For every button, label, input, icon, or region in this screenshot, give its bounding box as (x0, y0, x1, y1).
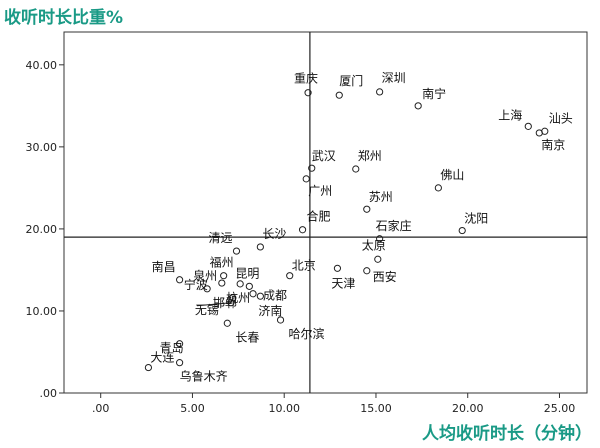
point-label: 乌鲁木齐 (180, 369, 228, 384)
data-point (229, 294, 237, 302)
data-point (363, 267, 371, 275)
data-point (535, 129, 543, 137)
point-label: 合肥 (307, 209, 331, 224)
data-point (232, 247, 241, 255)
data-point (524, 122, 532, 130)
data-point (286, 272, 294, 280)
point-label: 石家庄 (376, 218, 412, 233)
x-tick-label: 5.00 (180, 402, 205, 415)
y-tick-label: 10.00 (26, 305, 58, 318)
point-label: 清远 (208, 231, 232, 245)
point-label: 重庆 (294, 72, 318, 86)
y-tick-label: 40.00 (26, 59, 58, 72)
point-label: 成都 (263, 289, 287, 303)
data-point (374, 255, 382, 263)
data-point (176, 276, 184, 284)
point-label: 郑州 (358, 148, 382, 163)
point-label: 天津 (331, 276, 355, 290)
point-label: 深圳 (382, 71, 406, 85)
point-label: 沈阳 (464, 211, 488, 226)
y-tick-label: 30.00 (26, 141, 58, 154)
y-tick-label: .00 (40, 387, 58, 400)
x-tick-label: .00 (92, 402, 110, 415)
point-label: 太原 (362, 237, 386, 252)
y-tick-label: 20.00 (26, 223, 58, 236)
data-point (144, 363, 153, 372)
data-point (363, 205, 371, 213)
data-point (218, 279, 226, 287)
data-point (333, 264, 342, 272)
data-point (376, 88, 384, 96)
data-point (245, 282, 253, 290)
data-point (249, 290, 257, 298)
point-label: 苏州 (369, 190, 393, 204)
point-label: 南宁 (422, 86, 446, 101)
point-label: 西安 (373, 269, 397, 284)
point-label: 邯郸 (213, 295, 237, 310)
data-point (236, 280, 244, 288)
x-tick-label: 25.00 (544, 402, 576, 415)
data-point (434, 184, 442, 192)
data-point (304, 89, 312, 97)
point-label: 长春 (235, 330, 259, 344)
leader-line (196, 302, 232, 307)
point-label: 宁波 (184, 277, 208, 292)
point-label: 无锡 (195, 302, 219, 317)
data-point (352, 165, 360, 173)
data-point (203, 285, 211, 293)
point-label: 青岛 (160, 340, 184, 355)
point-label: 汕头 (549, 111, 573, 125)
data-point (414, 102, 422, 110)
x-tick-label: 15.00 (360, 402, 392, 415)
data-point (308, 164, 316, 172)
point-label: 昆明 (235, 266, 259, 280)
point-label: 厦门 (339, 73, 363, 88)
point-label: 南昌 (152, 259, 176, 274)
data-point (335, 91, 343, 99)
data-point (220, 272, 228, 280)
point-label: 北京 (292, 259, 316, 273)
point-label: 武汉 (312, 149, 336, 163)
point-label: 上海 (498, 107, 522, 122)
data-point (256, 292, 264, 300)
point-label: 哈尔滨 (289, 326, 325, 341)
point-label: 长沙 (262, 227, 286, 241)
data-point (376, 235, 384, 243)
plot-frame (63, 31, 588, 394)
point-label: 济南 (258, 303, 282, 318)
point-label: 南京 (541, 137, 565, 152)
point-label: 福州 (210, 255, 234, 270)
data-point (302, 175, 310, 183)
point-label: 杭州 (226, 290, 250, 305)
data-point (176, 359, 184, 367)
data-point (298, 226, 307, 234)
y-axis-title: 收听时长比重% (4, 8, 124, 28)
data-point (256, 243, 264, 251)
data-point (276, 316, 285, 324)
point-label: 泉州 (193, 269, 217, 283)
point-label: 广州 (308, 184, 332, 198)
point-label: 大连 (150, 350, 174, 365)
data-point (223, 319, 231, 327)
point-label: 佛山 (440, 168, 464, 182)
x-tick-label: 10.00 (268, 402, 300, 415)
x-tick-label: 20.00 (452, 402, 484, 415)
data-point (227, 299, 235, 307)
data-point (176, 340, 184, 348)
x-axis-title: 人均收听时长（分钟） (422, 424, 592, 444)
data-point (458, 226, 466, 235)
